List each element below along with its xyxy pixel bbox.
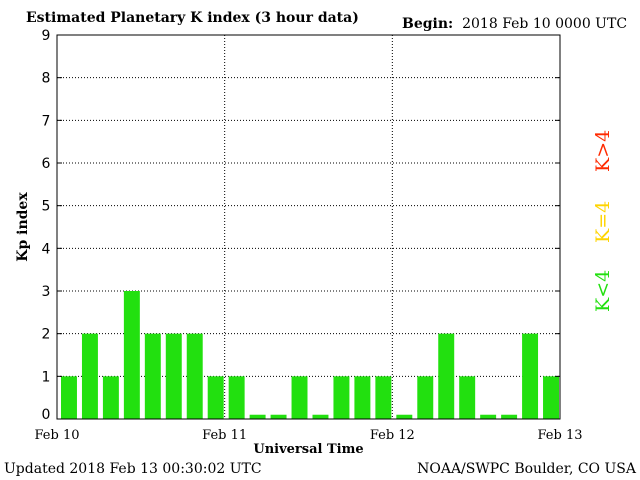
bar [102, 376, 119, 419]
bar [270, 414, 287, 419]
y-tick-label: 4 [42, 241, 51, 257]
plot-frame [56, 34, 561, 420]
y-tick-label: 6 [42, 156, 51, 172]
x-tick-label: Feb 10 [35, 428, 80, 443]
legend-k-equals-4: K=4 [592, 200, 614, 243]
begin-label: Begin: [402, 16, 454, 32]
y-tick-label: 7 [42, 113, 51, 129]
bar [417, 376, 434, 419]
bar [543, 376, 559, 419]
bar [522, 333, 539, 419]
y-tick-label: 2 [42, 327, 51, 343]
y-tick-label: 3 [42, 284, 51, 300]
bar [81, 333, 98, 419]
y-tick-label: 5 [42, 199, 51, 215]
begin-value: 2018 Feb 10 0000 UTC [462, 16, 628, 32]
bar [249, 414, 266, 419]
bar [228, 376, 245, 419]
bar [480, 414, 497, 419]
bar [396, 414, 413, 419]
begin-date: Begin: 2018 Feb 10 0000 UTC [402, 16, 627, 32]
bar [312, 414, 329, 419]
bar [144, 333, 161, 419]
bar [123, 291, 140, 419]
bar [207, 376, 224, 419]
bar [165, 333, 182, 419]
bar [291, 376, 308, 419]
y-tick-label: 9 [42, 28, 51, 44]
x-tick-label: Feb 11 [202, 428, 247, 443]
bar [333, 376, 350, 419]
bar [375, 376, 392, 419]
y-tick-label: 0 [42, 407, 51, 423]
y-tick-label: 1 [42, 369, 51, 385]
bar [438, 333, 455, 419]
bar [354, 376, 371, 419]
chart-title: Estimated Planetary K index (3 hour data… [26, 10, 359, 26]
bar [186, 333, 203, 419]
credit-text: NOAA/SWPC Boulder, CO USA [417, 461, 636, 477]
legend-k-less-4: K<4 [592, 269, 614, 312]
bar [501, 414, 518, 419]
legend-k-greater-4: K>4 [592, 129, 614, 172]
bar [61, 376, 77, 419]
x-tick-label: Feb 13 [538, 428, 583, 443]
x-tick-label: Feb 12 [370, 428, 415, 443]
bar [459, 376, 476, 419]
y-axis-label: Kp index [15, 192, 31, 262]
x-axis-label: Universal Time [253, 442, 363, 457]
updated-timestamp: Updated 2018 Feb 13 00:30:02 UTC [4, 461, 262, 477]
y-tick-label: 8 [42, 71, 51, 87]
